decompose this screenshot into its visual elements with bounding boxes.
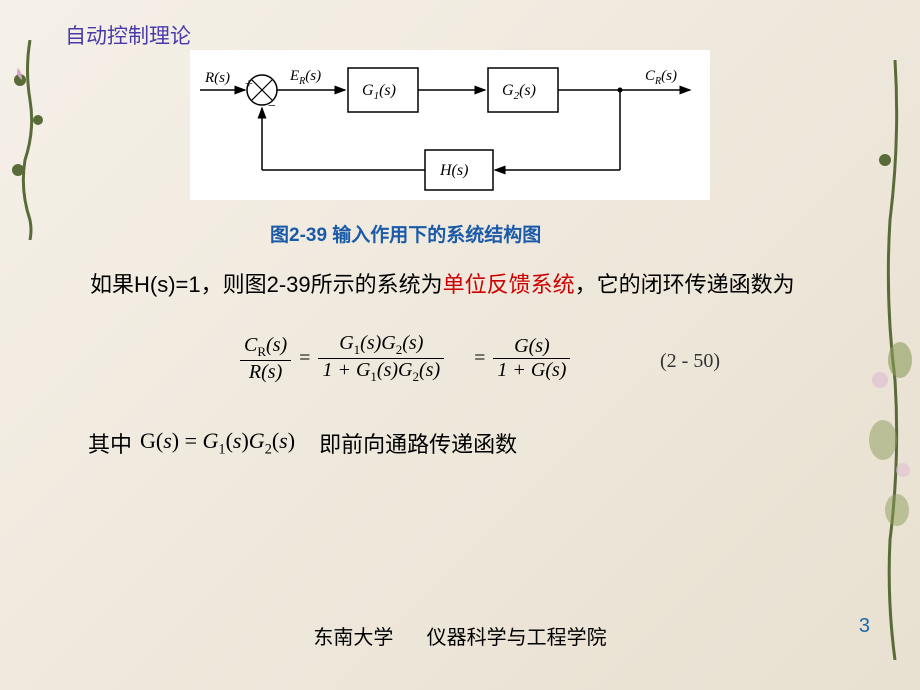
vine-right-icon [865, 60, 915, 660]
svg-text:+: + [245, 77, 253, 92]
vine-left-icon [10, 40, 50, 240]
body-highlight: 单位反馈系统 [443, 272, 575, 297]
equation-number: (2 - 50) [660, 350, 720, 373]
body-suffix: ，它的闭环传递函数为 [575, 272, 795, 297]
signal-output: CR(s) [645, 68, 677, 87]
page-title: 自动控制理论 [65, 20, 191, 50]
footer-left: 东南大学 [313, 627, 393, 649]
body-prefix: 如果H(s)=1，则图2-39所示的系统为 [90, 272, 443, 297]
signal-input: R(s) [204, 70, 230, 86]
block-diagram-svg: R(s) + − ER(s) G1(s) G2(s) CR(s) H(s) [190, 50, 710, 200]
where-clause: 其中 G(s) = G1(s)G2(s) 即前向通路传递函数 [88, 427, 517, 459]
where-formula: G(s) = G1(s)G2(s) [140, 428, 295, 458]
body-paragraph: 如果H(s)=1，则图2-39所示的系统为单位反馈系统，它的闭环传递函数为 [90, 268, 810, 301]
block-h: H(s) [439, 162, 468, 179]
block-diagram: R(s) + − ER(s) G1(s) G2(s) CR(s) H(s) [190, 50, 710, 200]
where-desc: 即前向通路传递函数 [319, 427, 517, 459]
where-label: 其中 [88, 427, 132, 459]
footer: 东南大学 仪器科学与工程学院 [0, 621, 920, 650]
page-number: 3 [859, 615, 870, 638]
footer-right: 仪器科学与工程学院 [427, 627, 607, 649]
signal-error: ER(s) [289, 68, 321, 87]
svg-text:−: − [268, 99, 276, 114]
figure-caption: 图2-39 输入作用下的系统结构图 [270, 220, 541, 247]
